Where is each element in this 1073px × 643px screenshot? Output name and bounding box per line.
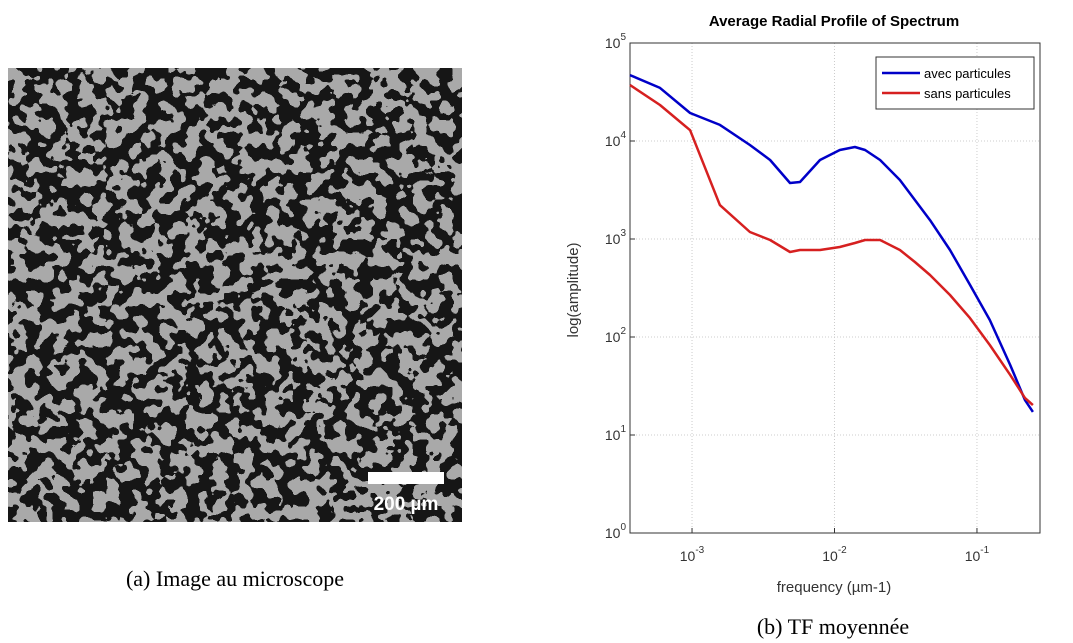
tick-label: 105 (605, 32, 627, 51)
caption: (b) TF moyennée (757, 614, 909, 639)
tick-exponent: -3 (695, 545, 704, 556)
chart-title: Average Radial Profile of Spectrum (709, 13, 959, 30)
tick-exponent: 2 (620, 326, 626, 337)
tick-label: 10-2 (822, 545, 847, 564)
tick-label: 104 (605, 130, 627, 149)
tick-exponent: 3 (620, 228, 626, 239)
microscope-image (8, 68, 462, 522)
tick-exponent: -2 (838, 545, 847, 556)
scale-bar (368, 472, 444, 484)
tick-base: 10 (605, 35, 621, 51)
tick-exponent: -1 (980, 545, 989, 556)
legend-label: sans particules (924, 86, 1011, 101)
tick-base: 10 (680, 548, 696, 564)
tick-base: 10 (605, 133, 621, 149)
x-axis-label: frequency (µm-1) (777, 579, 892, 596)
tick-exponent: 1 (620, 424, 626, 435)
caption: (a) Image au microscope (126, 566, 344, 591)
legend (875, 56, 1035, 110)
tick-base: 10 (965, 548, 981, 564)
tick-label: 103 (605, 228, 627, 247)
tick-base: 10 (822, 548, 838, 564)
plot-area (630, 43, 1040, 533)
tick-label: 10-1 (965, 545, 990, 564)
tick-base: 10 (605, 231, 621, 247)
tick-label: 101 (605, 424, 627, 443)
tick-label: 100 (605, 522, 627, 541)
tick-base: 10 (605, 329, 621, 345)
data-line (629, 73, 1034, 413)
tick-label: 102 (605, 326, 627, 345)
legend-label: avec particules (924, 66, 1011, 81)
tick-base: 10 (605, 427, 621, 443)
y-axis-label: log(amplitude) (565, 242, 582, 337)
plot-frame (629, 42, 1041, 534)
data-line (629, 83, 1034, 407)
scale-bar-label: 200 µm (374, 494, 439, 515)
tick-base: 10 (605, 525, 621, 541)
tick-label: 10-3 (680, 545, 705, 564)
tick-exponent: 4 (620, 130, 626, 141)
tick-exponent: 0 (620, 522, 626, 533)
tick-exponent: 5 (620, 32, 626, 43)
